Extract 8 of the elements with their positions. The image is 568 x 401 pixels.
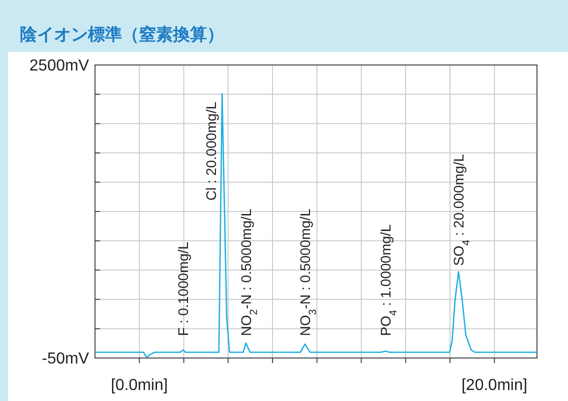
x-tick-label: [0.0min] — [110, 377, 168, 394]
annotation: Cl : 20.000mg/L — [203, 102, 220, 201]
chart-title: 陰イオン標準（窒素換算） — [20, 25, 224, 44]
x-tick-label: [20.0min] — [461, 377, 528, 394]
y-tick-label: 2500mV — [29, 58, 90, 75]
line-series — [94, 93, 538, 358]
annotation: F : 0.1000mg/L — [175, 242, 192, 336]
y-tick-label: -50mV — [42, 350, 90, 368]
